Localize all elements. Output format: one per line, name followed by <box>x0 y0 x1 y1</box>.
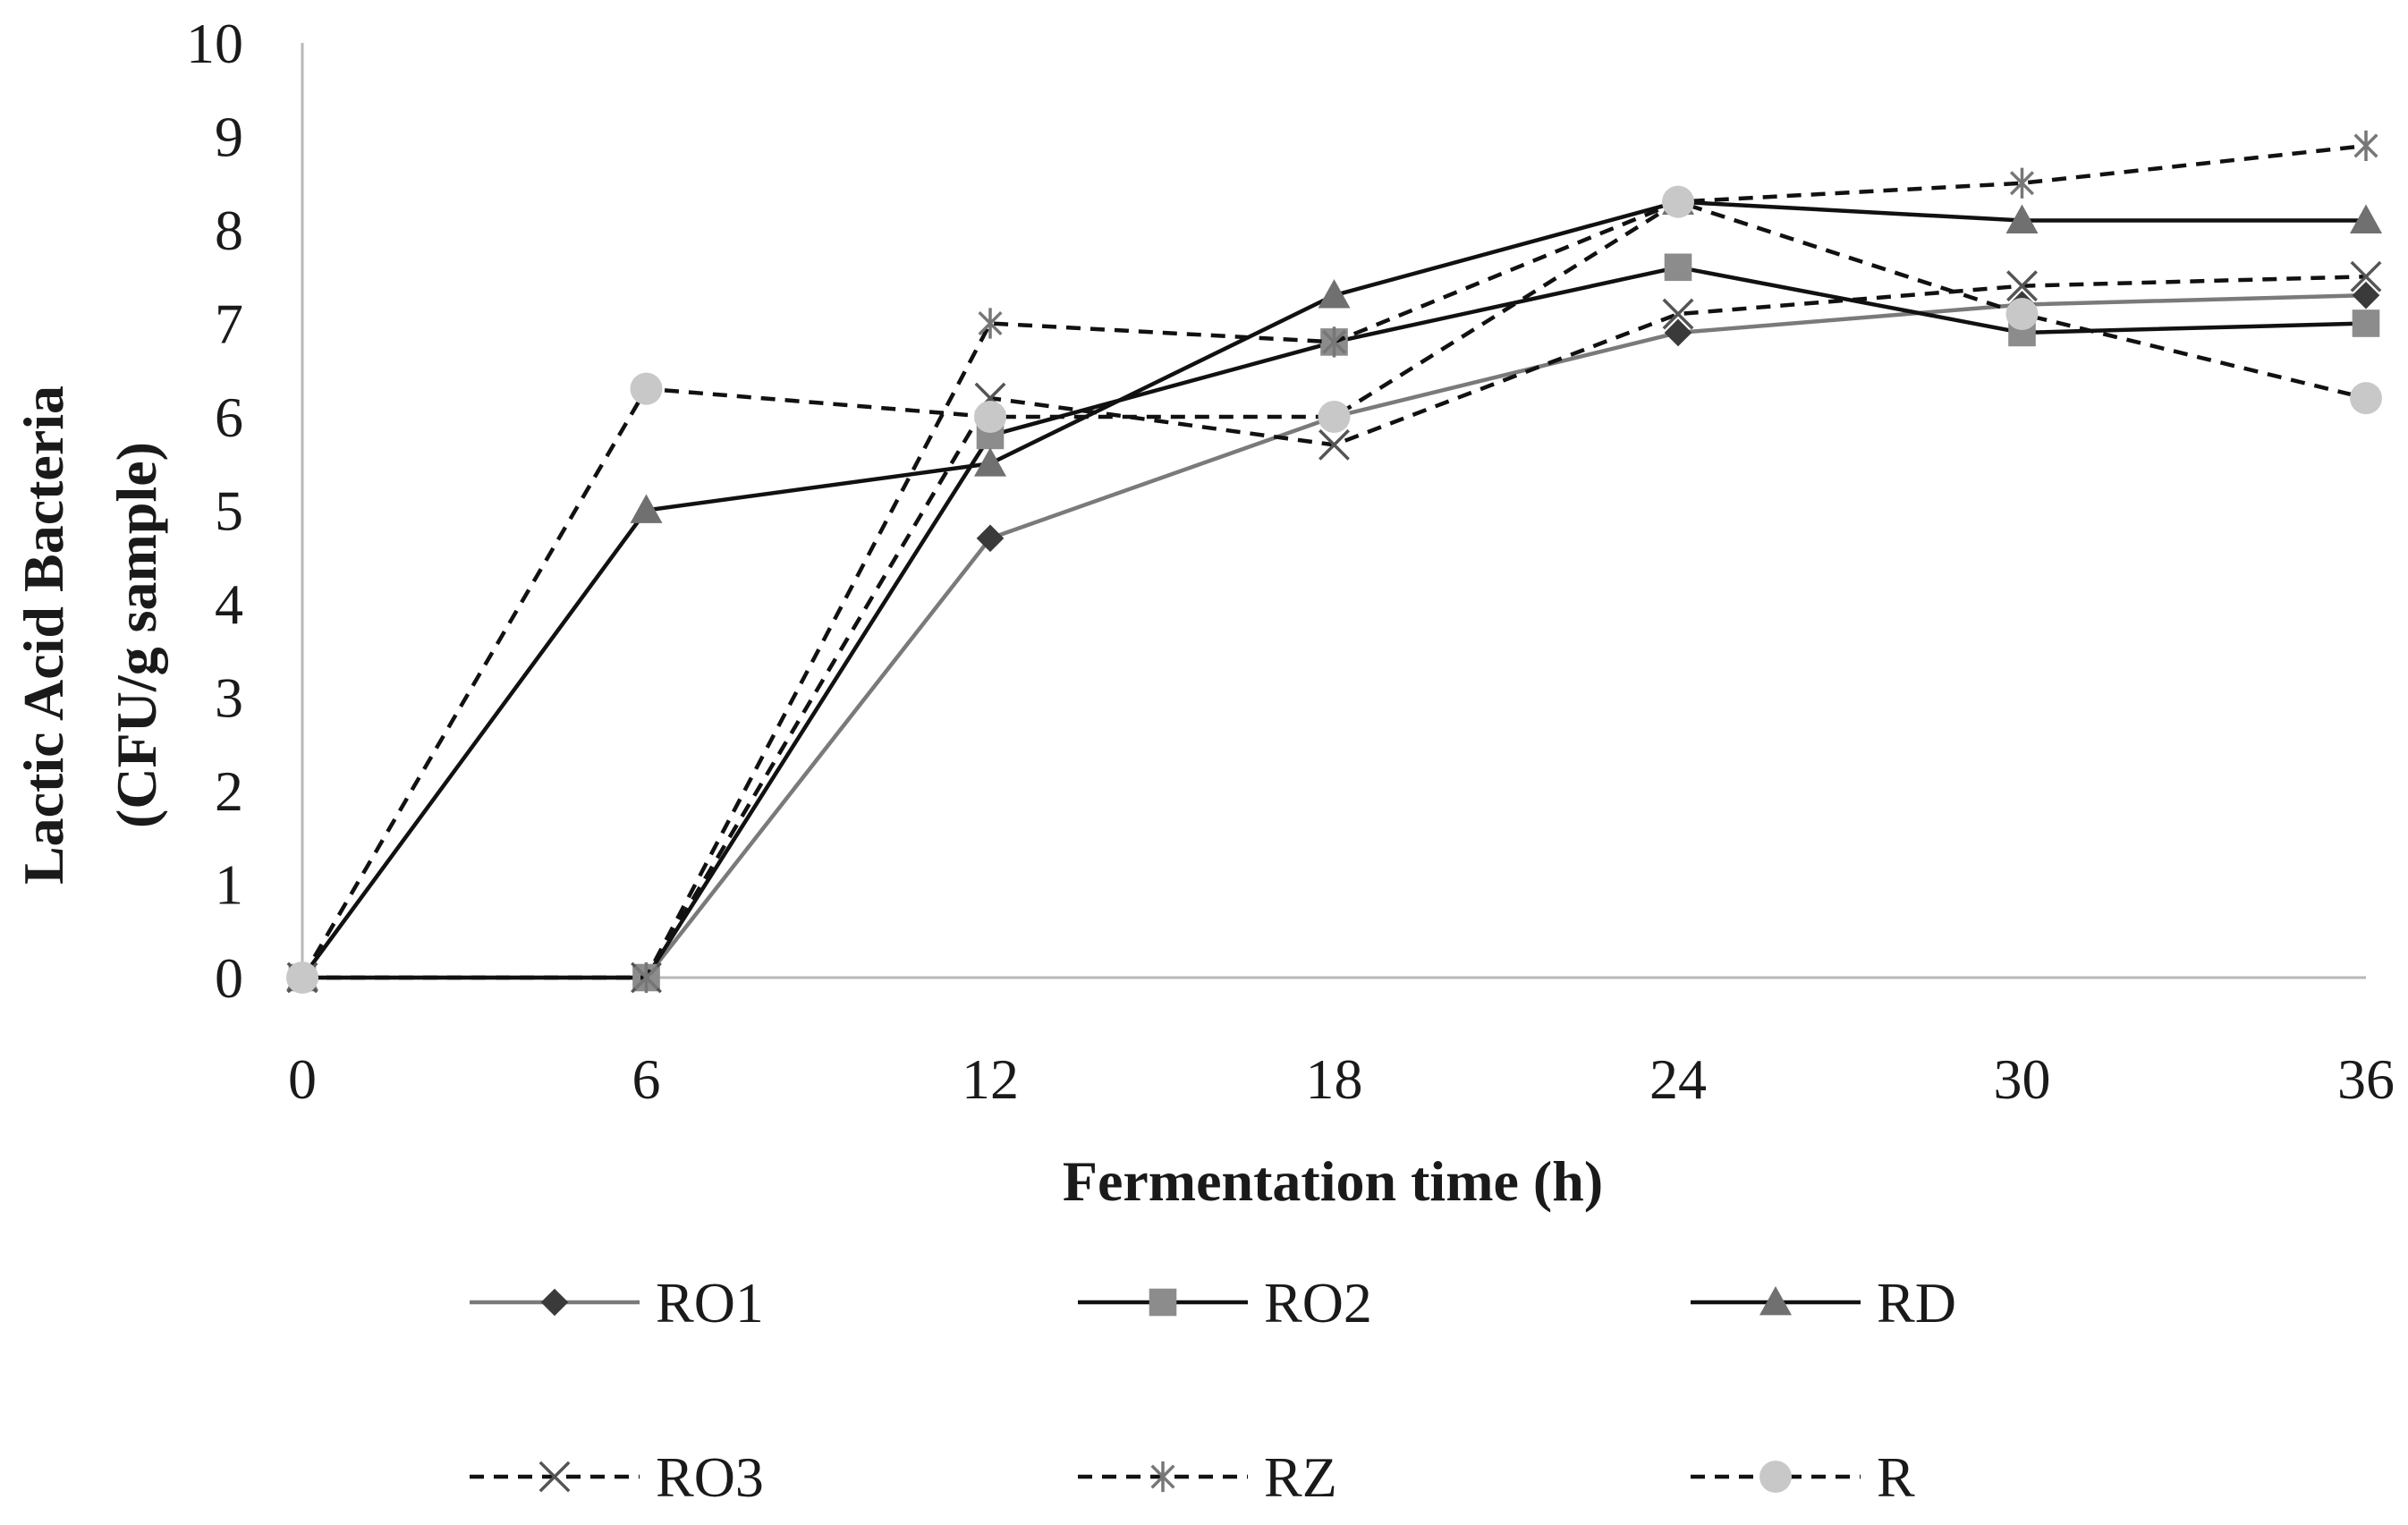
series-rd <box>286 185 2382 991</box>
data-point <box>630 494 663 523</box>
y-tick-label: 0 <box>215 946 243 1010</box>
data-point <box>1149 1288 1177 1317</box>
x-tick-label: 12 <box>962 1047 1019 1111</box>
data-point <box>2350 204 2382 233</box>
series-lines <box>286 130 2382 994</box>
legend-label: RO3 <box>656 1445 764 1509</box>
data-point <box>1318 401 1351 433</box>
y-tick-label: 9 <box>215 106 243 169</box>
y-tick-label: 2 <box>215 759 243 823</box>
data-point <box>2005 204 2039 233</box>
series-line <box>301 199 2366 979</box>
y-tick-label: 6 <box>215 385 243 449</box>
series-ro2 <box>288 253 2380 992</box>
x-tick-label: 6 <box>632 1047 661 1111</box>
data-point <box>1759 1286 1792 1316</box>
data-point <box>630 372 663 405</box>
axes <box>301 43 2366 979</box>
series-line <box>302 265 2367 980</box>
x-tick-label: 18 <box>1306 1047 1363 1111</box>
data-point <box>538 1461 571 1493</box>
legend-item-rd: RD <box>1691 1271 1956 1334</box>
data-point <box>1321 326 1347 358</box>
data-point <box>1662 185 1694 218</box>
data-point <box>1150 1461 1175 1493</box>
y-tick-label: 4 <box>215 572 243 636</box>
data-point <box>2009 167 2035 199</box>
legend-item-ro1: RO1 <box>470 1271 764 1334</box>
x-tick-label: 0 <box>288 1047 317 1111</box>
y-tick-label: 5 <box>215 479 243 543</box>
series-line <box>302 143 2367 980</box>
x-axis-title: Fermentation time (h) <box>1063 1149 1603 1213</box>
series-line <box>302 275 2367 980</box>
x-tick-label: 30 <box>1994 1047 2051 1111</box>
series-rz <box>290 130 2378 994</box>
data-point <box>1664 253 1692 282</box>
axis-titles: Fermentation time (h) Lactic Acid Bacter… <box>12 385 1603 1213</box>
data-point <box>978 308 1003 339</box>
x-tick-label: 36 <box>2337 1047 2395 1111</box>
data-point <box>540 1288 569 1317</box>
y-tick-label: 8 <box>215 199 243 262</box>
series-line <box>302 292 2367 980</box>
y-tick-label: 1 <box>215 853 243 917</box>
x-tick-label: 24 <box>1649 1047 1707 1111</box>
legend-label: RO2 <box>1264 1271 1372 1334</box>
series-ro1 <box>288 281 2380 992</box>
legend: RO1 RO2 RD RO3 RZ R <box>470 1271 1956 1509</box>
legend-label: R <box>1877 1445 1915 1509</box>
data-point <box>2005 298 2039 331</box>
y-axis-title-line1: Lactic Acid Bacteria <box>12 385 75 885</box>
data-point <box>1662 298 1694 330</box>
data-point <box>2006 270 2038 302</box>
data-point <box>286 962 318 994</box>
series-r <box>286 185 2382 994</box>
legend-item-r: R <box>1691 1445 1915 1509</box>
data-point <box>1759 1461 1792 1493</box>
data-point <box>633 962 659 994</box>
y-axis-title-line2: (CFU/g sample) <box>105 442 168 828</box>
series-line <box>301 199 2367 979</box>
legend-label: RO1 <box>656 1271 764 1334</box>
data-point <box>2353 130 2378 162</box>
legend-label: RD <box>1877 1271 1956 1334</box>
data-point <box>2352 281 2380 309</box>
legend-item-rz: RZ <box>1078 1445 1337 1509</box>
legend-label: RZ <box>1264 1445 1337 1509</box>
data-point <box>1664 318 1692 347</box>
data-point <box>976 524 1005 553</box>
y-tick-label: 7 <box>215 292 243 356</box>
data-point <box>2350 260 2382 292</box>
data-point <box>2350 382 2382 415</box>
data-point <box>974 447 1006 477</box>
legend-item-ro3: RO3 <box>470 1445 764 1509</box>
legend-item-ro2: RO2 <box>1078 1271 1372 1334</box>
data-point <box>2352 309 2380 337</box>
y-tick-label: 10 <box>186 12 243 75</box>
series-ro3 <box>286 260 2382 994</box>
data-point <box>1318 279 1351 309</box>
data-point <box>974 401 1006 433</box>
data-point <box>1318 428 1350 461</box>
y-tick-label: 3 <box>215 666 243 730</box>
